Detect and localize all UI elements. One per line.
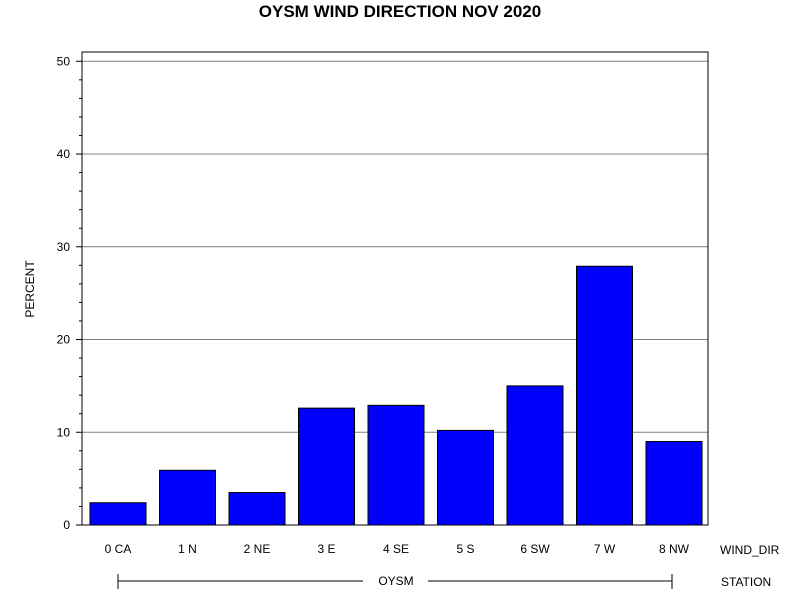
x-tick-label: 0 CA — [105, 542, 132, 556]
bar — [89, 502, 147, 526]
y-tick-label: 0 — [63, 518, 70, 532]
y-tick-label: 10 — [57, 425, 71, 439]
x-tick-label: 6 SW — [520, 542, 550, 556]
x-tick-label: 7 W — [594, 542, 616, 556]
y-tick-label: 50 — [57, 54, 71, 68]
y-tick-label: 30 — [57, 240, 71, 254]
plot-frame — [81, 51, 709, 526]
y-axis-label: PERCENT — [23, 260, 37, 318]
y-tick-label: 20 — [57, 333, 71, 347]
bar — [506, 385, 564, 526]
bar — [228, 492, 286, 526]
x-tick-label: 2 NE — [244, 542, 271, 556]
chart-title: OYSM WIND DIRECTION NOV 2020 — [259, 2, 541, 21]
bar — [159, 469, 216, 526]
bar — [367, 404, 425, 526]
x-axis-tick-labels: 0 CA 1 N 2 NE 3 E 4 SE 5 S 6 SW 7 W 8 NW — [105, 542, 690, 556]
y-tick-label: 40 — [57, 147, 71, 161]
station-group-label: OYSM — [378, 574, 413, 588]
x-tick-label: 5 S — [456, 542, 474, 556]
y-axis: 0 10 20 30 40 50 — [57, 54, 82, 532]
station-bracket: OYSM — [117, 574, 673, 589]
bar — [437, 429, 494, 526]
bar — [645, 441, 703, 526]
bars — [89, 265, 703, 526]
bar — [298, 407, 355, 526]
x-tick-label: 1 N — [178, 542, 197, 556]
x-tick-label: 8 NW — [659, 542, 690, 556]
station-axis-name: STATION — [721, 575, 771, 589]
x-tick-label: 3 E — [317, 542, 335, 556]
bar — [576, 265, 633, 526]
x-axis-name: WIND_DIR — [720, 543, 780, 557]
x-tick-label: 4 SE — [383, 542, 409, 556]
